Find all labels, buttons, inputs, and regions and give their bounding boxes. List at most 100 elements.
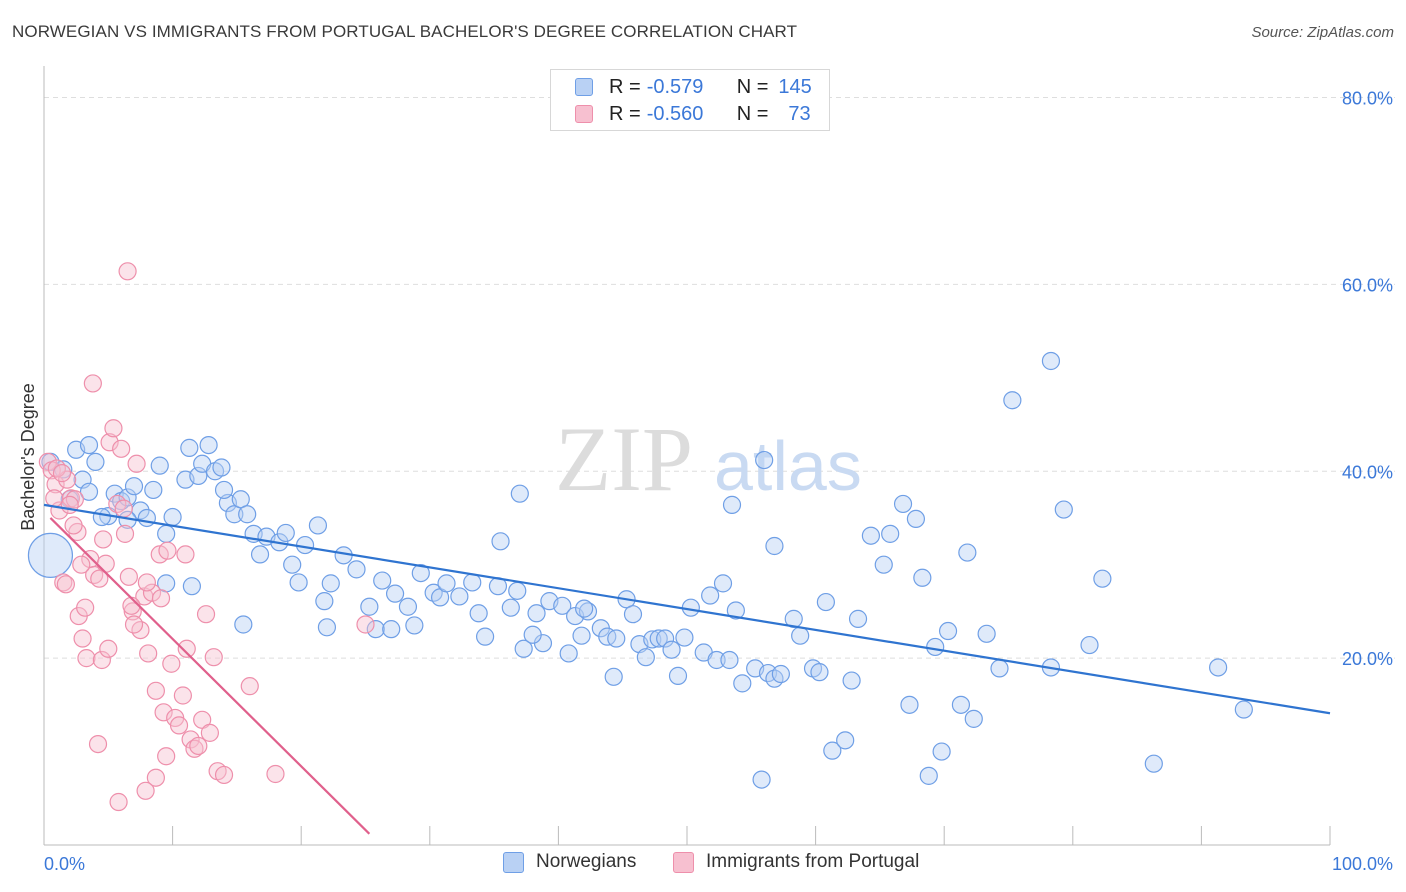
data-point [1054, 500, 1073, 519]
data-point [151, 589, 171, 608]
data-point [72, 555, 91, 574]
x-tick-label: 100.0% [1332, 854, 1393, 874]
data-point [450, 587, 469, 606]
data-point [123, 602, 142, 621]
data-point [136, 781, 155, 800]
data-point [199, 435, 218, 455]
data-point [575, 599, 594, 618]
data-point [157, 524, 176, 543]
data-point [109, 792, 128, 812]
data-point [182, 577, 201, 596]
data-point [623, 605, 643, 624]
data-point [523, 625, 542, 644]
data-point [173, 686, 192, 705]
legend-r-label: R = [609, 102, 641, 125]
data-point [83, 374, 102, 393]
trend-lines [43, 503, 1331, 835]
data-point [475, 627, 495, 646]
stats-legend: R = -0.579 N = 145 R = -0.560 N = 73 [550, 69, 830, 131]
series-legend-portugal[interactable]: Immigrants from Portugal [673, 851, 919, 873]
legend-row-norwegians: R = -0.579 N = 145 [575, 75, 812, 99]
data-point [1209, 658, 1228, 677]
data-point [45, 489, 64, 508]
data-point [463, 573, 482, 592]
data-point [356, 615, 375, 634]
data-point [154, 703, 173, 722]
data-point [79, 435, 99, 455]
data-point [127, 454, 146, 473]
portugal-points [38, 262, 375, 812]
data-point [668, 666, 688, 685]
data-point [122, 596, 141, 615]
data-point [92, 507, 111, 527]
data-point [366, 620, 385, 639]
data-point [144, 480, 163, 500]
data-point [385, 584, 405, 603]
data-point [469, 604, 488, 623]
data-point [643, 630, 662, 649]
series-legend-norwegians[interactable]: Norwegians [503, 851, 636, 873]
data-point [46, 475, 65, 494]
data-point [607, 629, 626, 648]
data-point [266, 764, 285, 784]
data-point [204, 648, 223, 667]
data-point [360, 597, 379, 616]
series-name-portugal: Immigrants from Portugal [706, 851, 920, 872]
watermark: ZIP atlas [555, 408, 862, 510]
data-point [189, 736, 208, 756]
data-point [56, 575, 75, 594]
data-point [752, 770, 771, 789]
legend-swatch-portugal [575, 105, 593, 123]
data-point [88, 734, 108, 754]
data-point [437, 574, 456, 593]
data-point [559, 644, 578, 663]
data-point [572, 626, 591, 645]
norwegians-points [27, 351, 1253, 789]
data-point [238, 505, 257, 524]
data-point [137, 508, 156, 528]
data-point [54, 573, 73, 592]
data-point [1144, 754, 1163, 773]
data-point [214, 480, 234, 500]
data-point [99, 639, 118, 658]
data-point [1234, 700, 1253, 719]
data-point [150, 456, 169, 475]
data-point [874, 555, 893, 574]
data-point [180, 438, 199, 457]
data-point [604, 667, 623, 686]
data-point [765, 536, 784, 556]
data-point [713, 574, 733, 593]
data-point [52, 464, 72, 483]
data-point [951, 695, 971, 714]
data-point [527, 604, 546, 623]
data-point [662, 640, 681, 659]
data-point [162, 654, 181, 673]
watermark-atlas: atlas [714, 427, 862, 505]
data-point [77, 649, 96, 668]
data-point [73, 629, 92, 648]
data-point [1080, 635, 1099, 655]
data-point [283, 555, 302, 574]
data-point [231, 490, 250, 509]
chart-title: NORWEGIAN VS IMMIGRANTS FROM PORTUGAL BA… [12, 22, 798, 41]
legend-n-label: N = [736, 102, 769, 125]
data-point [656, 629, 675, 648]
legend-r-value: -0.579 [646, 75, 704, 98]
legend-n-value: 73 [788, 102, 811, 125]
series-swatch-norwegians [503, 851, 524, 873]
data-point [92, 650, 111, 670]
legend-row-portugal: R = -0.560 N = 73 [575, 102, 811, 126]
data-point [225, 505, 244, 524]
series-name-norwegians: Norwegians [536, 851, 637, 872]
data-point [810, 663, 829, 682]
data-point [289, 573, 308, 592]
data-point [139, 644, 158, 663]
data-point [234, 615, 253, 634]
tick-labels: 20.0% 40.0% 60.0% 80.0% 0.0% 100.0% [44, 89, 1393, 875]
data-point [200, 723, 219, 742]
data-point [315, 592, 334, 611]
data-point [881, 524, 900, 543]
grid-lines [44, 97, 1395, 659]
data-point [707, 650, 726, 670]
